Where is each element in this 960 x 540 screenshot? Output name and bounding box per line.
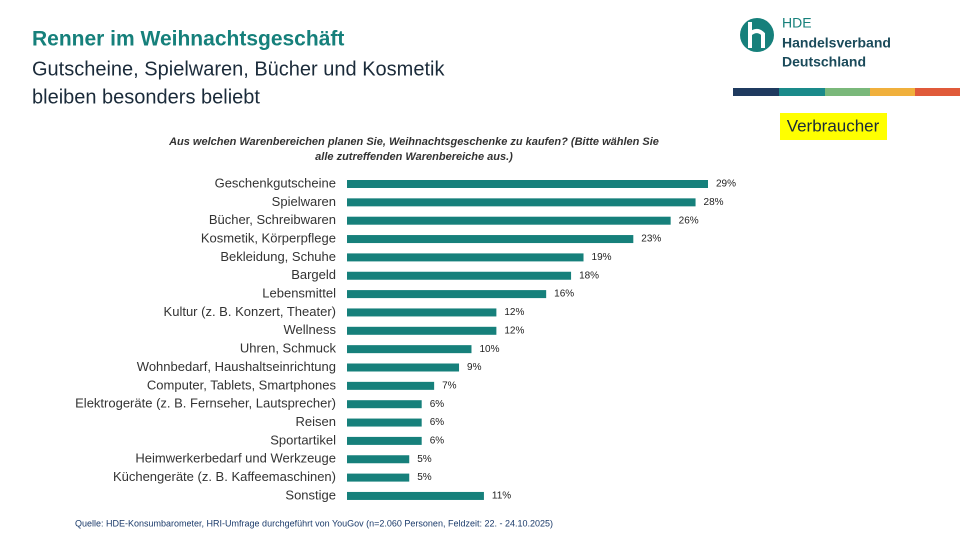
logo-text: Handelsverband xyxy=(782,35,891,51)
value-label: 16% xyxy=(554,289,574,300)
bar xyxy=(347,235,634,244)
logo-icon xyxy=(740,18,774,52)
category-label: Sportartikel xyxy=(270,432,336,447)
value-label: 9% xyxy=(467,362,482,373)
chart-title: alle zutreffenden Warenbereiche aus.) xyxy=(315,151,513,163)
category-label: Elektrogeräte (z. B. Fernseher, Lautspre… xyxy=(75,396,336,411)
category-label: Wohnbedarf, Haushaltseinrichtung xyxy=(137,359,336,374)
logo-glyph xyxy=(748,22,765,48)
value-label: 19% xyxy=(592,252,612,263)
strip-segment xyxy=(825,88,870,96)
category-label: Lebensmittel xyxy=(262,286,336,301)
bar xyxy=(347,180,708,188)
color-strip xyxy=(733,88,960,96)
value-label: 7% xyxy=(442,380,457,391)
strip-segment xyxy=(779,88,825,96)
value-label: 29% xyxy=(716,179,736,190)
bar xyxy=(347,436,422,445)
value-label: 18% xyxy=(579,270,599,281)
value-label: 6% xyxy=(430,399,445,410)
logo: HDE Handelsverband Deutschland xyxy=(740,15,891,70)
value-label: 5% xyxy=(417,472,432,483)
strip-segment xyxy=(870,88,915,96)
strip-segment xyxy=(733,88,779,96)
bar xyxy=(347,455,410,464)
value-label: 10% xyxy=(479,344,499,355)
category-label: Küchengeräte (z. B. Kaffeemaschinen) xyxy=(113,469,336,484)
bar xyxy=(347,418,422,427)
tag: Verbraucher xyxy=(787,116,880,135)
bar xyxy=(347,271,572,280)
category-label: Wellness xyxy=(283,322,336,337)
bar xyxy=(347,400,422,409)
logo-text: HDE xyxy=(782,15,812,31)
bar xyxy=(347,491,484,500)
bar xyxy=(347,363,460,372)
bar xyxy=(347,290,547,299)
bar xyxy=(347,253,584,262)
logo-text: Deutschland xyxy=(782,54,866,70)
tag-highlight xyxy=(780,113,887,140)
slide-title: Renner im Weihnachtsgeschäft xyxy=(32,28,344,51)
category-label: Kosmetik, Körperpflege xyxy=(201,230,336,245)
bar xyxy=(347,216,671,225)
value-label: 12% xyxy=(504,307,524,318)
value-label: 5% xyxy=(417,454,432,465)
strip-segment xyxy=(915,88,960,96)
category-label: Geschenkgutscheine xyxy=(215,175,336,190)
value-label: 6% xyxy=(430,417,445,428)
slide-subtitle: Gutscheine, Spielwaren, Bücher und Kosme… xyxy=(32,58,445,80)
chart-title: Aus welchen Warenbereichen planen Sie, W… xyxy=(168,136,659,148)
category-label: Sonstige xyxy=(285,487,336,502)
bar xyxy=(347,326,497,335)
value-label: 28% xyxy=(704,197,724,208)
value-label: 11% xyxy=(492,491,511,502)
source: Quelle: HDE-Konsumbarometer, HRI-Umfrage… xyxy=(75,518,553,528)
category-label: Reisen xyxy=(296,414,336,429)
category-label: Spielwaren xyxy=(272,194,336,209)
value-label: 12% xyxy=(504,325,524,336)
category-label: Bekleidung, Schuhe xyxy=(220,249,336,264)
category-label: Computer, Tablets, Smartphones xyxy=(147,377,337,392)
bar xyxy=(347,345,472,354)
category-label: Bargeld xyxy=(291,267,336,282)
category-label: Kultur (z. B. Konzert, Theater) xyxy=(164,304,336,319)
value-label: 23% xyxy=(641,234,661,245)
bar xyxy=(347,381,435,390)
bar xyxy=(347,308,497,317)
value-label: 26% xyxy=(679,215,699,226)
bar xyxy=(347,198,696,207)
value-label: 6% xyxy=(430,436,445,447)
bar xyxy=(347,473,410,482)
category-label: Bücher, Schreibwaren xyxy=(209,212,336,227)
category-label: Heimwerkerbedarf und Werkzeuge xyxy=(135,451,336,466)
category-label: Uhren, Schmuck xyxy=(240,341,337,356)
slide-subtitle: bleiben besonders beliebt xyxy=(32,86,260,108)
